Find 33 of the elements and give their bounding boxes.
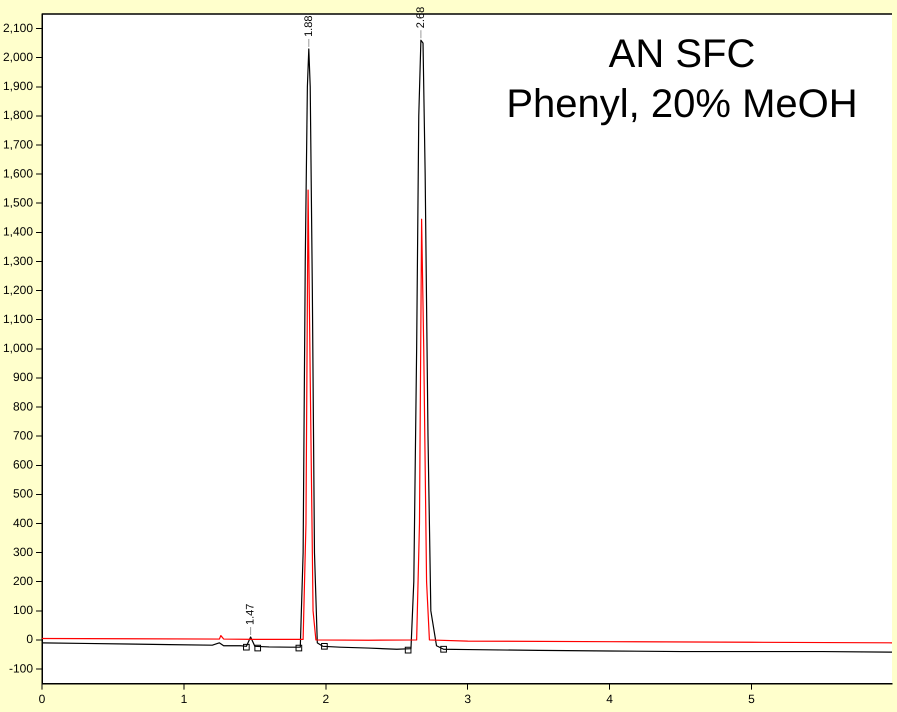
- y-tick-label: 1,500: [3, 196, 34, 210]
- y-tick-label: 1,000: [3, 341, 34, 356]
- y-tick-label: 1,300: [3, 254, 34, 268]
- y-tick-label: 1,100: [3, 312, 34, 326]
- y-tick-label: 1,200: [3, 282, 34, 297]
- text: Phenyl, 20% MeOH: [506, 82, 858, 126]
- y-tick-label: 300: [13, 544, 34, 559]
- y-tick-label: 700: [13, 428, 34, 442]
- y-tick-label: 1,600: [3, 166, 34, 180]
- y-tick-label: 200: [13, 574, 34, 588]
- annotation: 1.47: [244, 604, 257, 626]
- y-tick-label: -100: [9, 661, 34, 676]
- y-tick-label: 2,100: [3, 20, 34, 35]
- x-tick-label: 5: [748, 692, 756, 706]
- y-tick-label: 800: [13, 399, 34, 414]
- y-tick-label: 1,400: [3, 224, 34, 239]
- y-tick-label: 1,800: [3, 108, 34, 122]
- y-tick-label: 100: [13, 603, 34, 618]
- y-tick-label: 0: [26, 632, 34, 646]
- text: AN SFC: [608, 32, 756, 76]
- y-tick-label: 1,900: [3, 79, 34, 94]
- y-tick-label: 400: [13, 516, 34, 530]
- y-tick-label: 900: [13, 370, 34, 384]
- y-tick-label: 600: [13, 458, 34, 472]
- annotation: 1.88: [302, 16, 315, 37]
- y-tick-label: 1,700: [3, 137, 34, 152]
- x-tick-label: 2: [322, 692, 330, 706]
- x-tick-label: 0: [38, 692, 46, 706]
- x-tick-label: 3: [464, 692, 472, 706]
- x-tick-label: 1: [180, 692, 188, 706]
- y-tick-label: 500: [13, 486, 34, 501]
- x-tick-label: 4: [606, 692, 614, 706]
- y-tick-label: 2,000: [3, 50, 34, 64]
